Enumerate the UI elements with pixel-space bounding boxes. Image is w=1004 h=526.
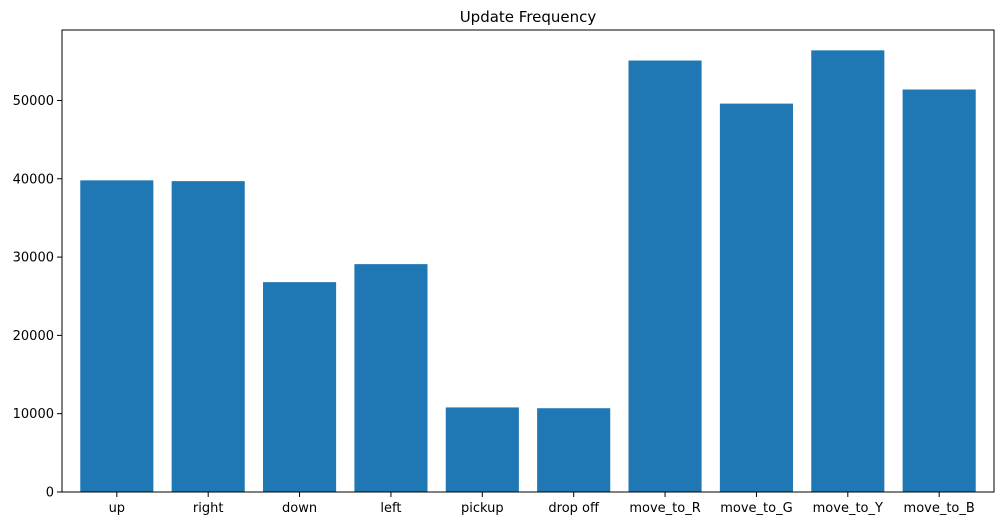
bar-move_to_y xyxy=(811,50,885,493)
bar-move_to_r xyxy=(628,60,702,492)
y-tick-label: 30000 xyxy=(13,251,54,266)
bar-left xyxy=(354,264,428,492)
y-tick-label: 40000 xyxy=(13,172,54,187)
y-tick-label: 50000 xyxy=(13,94,54,109)
x-tick-label: move_to_Y xyxy=(813,501,883,516)
bar-move_to_b xyxy=(902,89,976,492)
plot-area: 0 10000 20000 30000 40000 50000 up right down lef… xyxy=(13,29,995,516)
x-tick-label: left xyxy=(380,501,401,516)
y-tick-label: 10000 xyxy=(13,407,54,422)
y-tick-label: 20000 xyxy=(13,329,54,344)
bar-move_to_g xyxy=(719,103,793,493)
x-tick-label: up xyxy=(109,501,126,516)
x-tick-label: pickup xyxy=(461,501,504,516)
bar-pickup xyxy=(445,407,519,492)
x-tick-label: drop off xyxy=(548,501,600,516)
chart-title: Update Frequency xyxy=(460,8,597,26)
x-tick-label: move_to_G xyxy=(720,501,792,516)
axes-frame xyxy=(61,29,995,493)
x-tick-label: move_to_B xyxy=(904,501,975,516)
x-tick-label: move_to_R xyxy=(629,501,700,516)
bar-up xyxy=(80,180,154,492)
bar-drop-off xyxy=(537,408,611,492)
y-tick-label: 0 xyxy=(46,486,54,501)
x-tick-label: right xyxy=(193,501,224,516)
x-tick-label: down xyxy=(282,501,317,516)
bar-down xyxy=(263,282,337,492)
bar-right xyxy=(171,181,245,492)
